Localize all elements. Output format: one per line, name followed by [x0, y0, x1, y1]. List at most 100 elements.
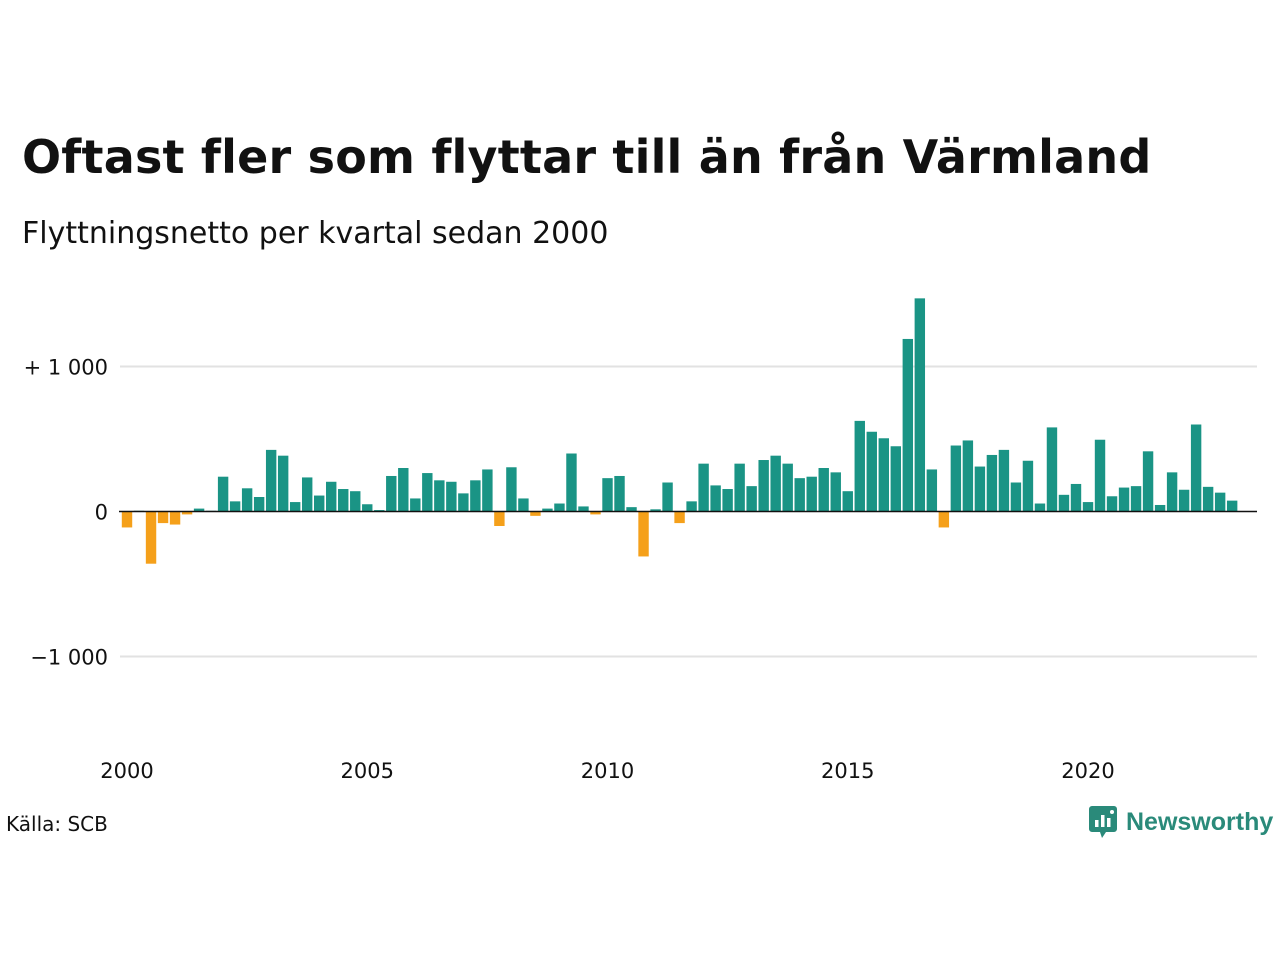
bar-2003-q2: 2003 Q2: 385	[277, 455, 289, 512]
newsworthy-logo-icon	[1089, 806, 1117, 838]
bar-2008-q4: 2008 Q4: 20	[542, 508, 553, 512]
bar-2018-q3: 2018 Q3: 200	[1010, 482, 1022, 512]
source-note: Källa: SCB	[6, 812, 108, 836]
bar-2014-q4: 2014 Q4: 270	[830, 472, 841, 512]
bar-2019-q2: 2019 Q2: 580	[1046, 427, 1058, 512]
bar-2014-q3: 2014 Q3: 300	[818, 468, 829, 512]
bar-2005-q2: 2005 Q2: 10	[374, 510, 385, 512]
bar-2006-q3: 2006 Q3: 215	[434, 480, 445, 512]
newsworthy-logo[interactable]: Newsworthy	[1088, 804, 1273, 840]
bar-2021-q1: 2021 Q1: 175	[1130, 486, 1142, 512]
bar-2017-q1: 2017 Q1: -110	[938, 511, 950, 528]
bar-2016-q1: 2016 Q1: 450	[890, 446, 902, 512]
bar-2023-q1: 2023 Q1: 75	[1226, 500, 1238, 512]
bar-2003-q1: 2003 Q1: 425	[265, 449, 277, 512]
bar-2007-q1: 2007 Q1: 125	[458, 493, 469, 512]
bar-2008-q2: 2008 Q2: 90	[518, 498, 529, 512]
bar-2009-q1: 2009 Q1: 55	[554, 503, 565, 512]
y-tick-label: + 1 000	[24, 356, 108, 380]
bar-2022-q2: 2022 Q2: 600	[1190, 424, 1202, 512]
bar-2018-q4: 2018 Q4: 350	[1022, 460, 1034, 512]
x-tick-label: 2015	[821, 759, 874, 783]
bar-2015-q1: 2015 Q1: 140	[842, 491, 853, 512]
bar-2002-q1: 2002 Q1: 240	[217, 476, 229, 512]
bar-2010-q4: 2010 Q4: -310	[638, 511, 649, 557]
bar-2022-q3: 2022 Q3: 170	[1202, 486, 1214, 512]
bar-2021-q4: 2021 Q4: 270	[1166, 472, 1178, 512]
bar-2011-q1: 2011 Q1: 15	[650, 509, 661, 512]
bar-2012-q3: 2012 Q3: 155	[722, 489, 733, 512]
bar-2018-q1: 2018 Q1: 390	[986, 454, 998, 512]
bar-2011-q2: 2011 Q2: 200	[662, 482, 673, 512]
bar-2011-q4: 2011 Q4: 70	[686, 501, 697, 512]
bar-2003-q4: 2003 Q4: 235	[301, 477, 313, 512]
chart-subtitle: Flyttningsnetto per kvartal sedan 2000	[22, 216, 609, 251]
bar-2015-q4: 2015 Q4: 505	[878, 438, 889, 512]
bar-2008-q1: 2008 Q1: 305	[506, 467, 517, 512]
bar-2013-q4: 2013 Q4: 330	[782, 463, 793, 512]
bar-2020-q2: 2020 Q2: 495	[1094, 439, 1106, 512]
bar-2013-q3: 2013 Q3: 385	[770, 455, 781, 512]
bar-2021-q3: 2021 Q3: 45	[1154, 504, 1166, 512]
bar-2001-q4: 2001 Q4: 5	[205, 510, 217, 512]
bar-2020-q3: 2020 Q3: 105	[1106, 496, 1118, 512]
bar-2010-q3: 2010 Q3: 30	[626, 507, 637, 512]
bar-2001-q1: 2001 Q1: -90	[169, 511, 181, 525]
bar-2001-q2: 2001 Q2: -20	[181, 511, 193, 515]
bar-2009-q2: 2009 Q2: 400	[566, 453, 577, 512]
bar-2009-q4: 2009 Q4: -20	[590, 511, 601, 515]
bar-2022-q1: 2022 Q1: 150	[1178, 489, 1190, 512]
bar-2021-q2: 2021 Q2: 415	[1142, 451, 1154, 512]
bar-2016-q2: 2016 Q2: 1190	[902, 338, 914, 512]
bar-2006-q2: 2006 Q2: 265	[422, 473, 433, 512]
bar-2010-q2: 2010 Q2: 245	[614, 475, 625, 512]
bar-2007-q4: 2007 Q4: -100	[494, 511, 505, 526]
x-tick-label: 2005	[341, 759, 394, 783]
bar-2002-q4: 2002 Q4: 100	[253, 497, 265, 512]
x-axis-tick-labels: 2000 2005 2010 2015 2020	[100, 759, 1114, 783]
x-tick-label: 2010	[581, 759, 634, 783]
bar-2012-q4: 2012 Q4: 330	[734, 463, 745, 512]
bar-2012-q1: 2012 Q1: 330	[698, 463, 709, 512]
bar-2004-q2: 2004 Q2: 205	[326, 481, 337, 512]
bar-2000-q1: 2000 Q1: -110	[121, 511, 133, 528]
bar-2016-q3: 2016 Q3: 1470	[914, 298, 926, 512]
bar-2015-q2: 2015 Q2: 625	[854, 420, 865, 512]
bar-2017-q2: 2017 Q2: 455	[950, 445, 962, 512]
bar-2005-q4: 2005 Q4: 300	[398, 468, 409, 512]
bar-2015-q3: 2015 Q3: 550	[866, 431, 877, 512]
bar-2017-q4: 2017 Q4: 310	[974, 466, 986, 512]
bar-2014-q2: 2014 Q2: 240	[806, 476, 817, 512]
bar-2005-q1: 2005 Q1: 50	[362, 504, 373, 512]
bar-2005-q3: 2005 Q3: 245	[386, 475, 397, 512]
bar-2019-q4: 2019 Q4: 190	[1070, 483, 1082, 512]
x-tick-label: 2000	[100, 759, 153, 783]
bar-2022-q4: 2022 Q4: 130	[1214, 492, 1226, 512]
bar-2009-q3: 2009 Q3: 35	[578, 506, 589, 512]
bar-2007-q2: 2007 Q2: 215	[470, 480, 481, 512]
bar-2006-q4: 2006 Q4: 205	[446, 481, 457, 512]
bar-2007-q3: 2007 Q3: 290	[482, 469, 493, 512]
bar-2000-q2: 2000 Q2: 5	[133, 510, 145, 512]
x-tick-label: 2020	[1061, 759, 1114, 783]
y-tick-label: 0	[95, 501, 108, 525]
bar-2004-q3: 2004 Q3: 155	[338, 489, 349, 512]
bar-2018-q2: 2018 Q2: 425	[998, 449, 1010, 512]
bar-2000-q3: 2000 Q3: -360	[145, 511, 157, 564]
y-axis-tick-labels: + 1 000 0 −1 000	[24, 356, 108, 670]
bar-2003-q3: 2003 Q3: 65	[289, 502, 301, 512]
bar-2004-q4: 2004 Q4: 140	[350, 491, 361, 512]
bar-2011-q3: 2011 Q3: -80	[674, 511, 685, 524]
bar-2019-q3: 2019 Q3: 115	[1058, 494, 1070, 512]
bars: 2000 Q1: -1102000 Q2: 52000 Q3: -3602000…	[121, 298, 1238, 564]
bar-2010-q1: 2010 Q1: 230	[602, 478, 613, 512]
bar-2002-q2: 2002 Q2: 70	[229, 501, 241, 512]
bar-2008-q3: 2008 Q3: -30	[530, 511, 541, 516]
bar-2013-q2: 2013 Q2: 355	[758, 460, 769, 512]
bar-2002-q3: 2002 Q3: 160	[241, 488, 253, 512]
y-tick-label: −1 000	[30, 646, 108, 670]
bar-2019-q1: 2019 Q1: 55	[1034, 503, 1046, 512]
gridlines	[120, 365, 1257, 658]
bar-2013-q1: 2013 Q1: 175	[746, 486, 757, 512]
bar-2001-q3: 2001 Q3: 20	[193, 508, 205, 512]
